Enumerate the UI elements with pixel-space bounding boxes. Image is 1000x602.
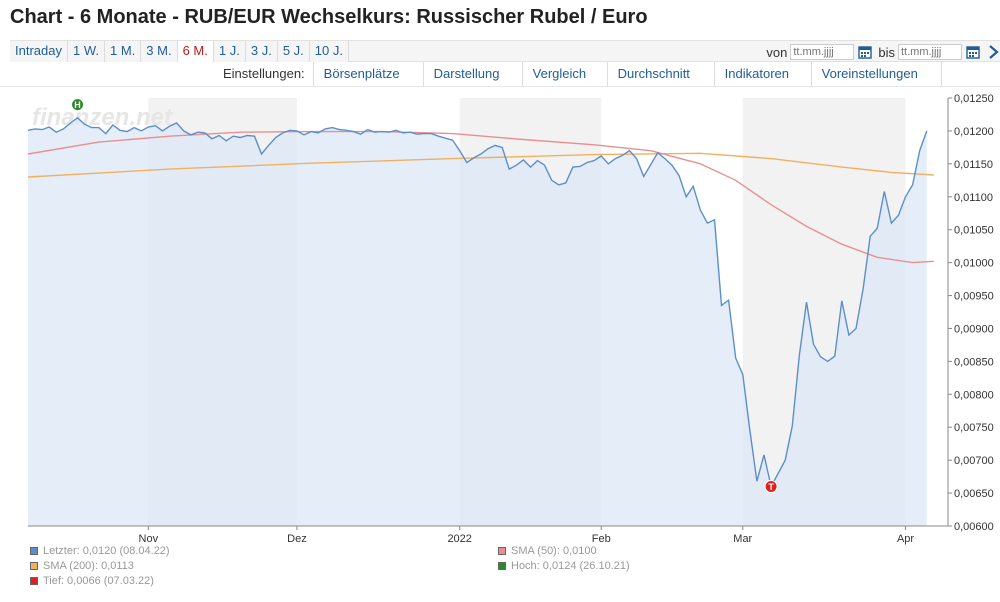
x-tick-label: Feb (592, 533, 611, 545)
chevron-right-icon[interactable] (986, 44, 1000, 60)
low-marker-label: T (768, 482, 774, 492)
settings-darstellung[interactable]: Darstellung (422, 62, 522, 86)
x-tick-label: Mar (733, 533, 752, 545)
calendar-icon[interactable] (966, 45, 980, 59)
legend-sma50: SMA (50): 0,0100 (498, 545, 597, 557)
y-tick-label: 0,01000 (954, 258, 994, 270)
price-line (27, 116, 928, 489)
from-label: von (766, 44, 788, 60)
tab-6-m[interactable]: 6 M. (177, 41, 214, 62)
legend-sma200: SMA (200): 0,0113 (30, 560, 134, 572)
x-tick-label: Dez (287, 533, 307, 545)
x-tick-label: Apr (897, 533, 914, 545)
high-marker (71, 98, 85, 112)
settings-vergleich[interactable]: Vergleich (521, 62, 607, 86)
y-tick-label: 0,01150 (954, 159, 993, 171)
high-marker-label: H (74, 100, 81, 110)
y-tick-label: 0,01250 (954, 93, 994, 105)
timeframe-tabs: Intraday 1 W. 1 M. 3 M. 6 M. 1 J. 3 J. 5 J. 10 J… (10, 41, 349, 63)
y-tick-label: 0,00600 (954, 521, 994, 533)
y-tick-label: 0,00650 (954, 488, 994, 500)
calendar-icon[interactable] (858, 45, 873, 59)
legend-swatch (30, 547, 38, 555)
price-area (28, 117, 927, 527)
y-tick-label: 0,01200 (954, 126, 994, 138)
from-date-input[interactable] (790, 44, 855, 60)
to-label: bis (878, 44, 895, 60)
tab-1-m[interactable]: 1 M. (105, 41, 142, 62)
y-tick-label: 0,01050 (954, 225, 994, 237)
y-tick-label: 0,00900 (954, 323, 994, 335)
legend-low: Tief: 0,0066 (07.03.22) (30, 575, 154, 587)
settings-durchschnitt[interactable]: Durchschnitt (606, 62, 714, 86)
settings-bar: Einstellungen: Börsenplätze Darstellung … (215, 62, 942, 86)
tab-1-w[interactable]: 1 W. (67, 41, 105, 62)
tab-5-j[interactable]: 5 J. (277, 41, 310, 62)
legend-swatch (30, 562, 38, 570)
timeframe-toolbar: Intraday 1 W. 1 M. 3 M. 6 M. 1 J. 3 J. 5 J. 10 J… (10, 40, 1000, 62)
legend-high-label: Hoch: 0,0124 (26.10.21) (511, 560, 630, 572)
y-tick-label: 0,00950 (954, 291, 994, 303)
legend-low-label: Tief: 0,0066 (07.03.22) (43, 575, 154, 587)
tab-10-j[interactable]: 10 J. (309, 41, 349, 62)
legend-sma50-label: SMA (50): 0,0100 (511, 545, 597, 557)
tab-1-j[interactable]: 1 J. (213, 41, 246, 62)
settings-voreinstellungen[interactable]: Voreinstellungen (810, 62, 942, 86)
legend-last: Letzter: 0,0120 (08.04.22) (30, 545, 170, 557)
date-range: von bis (760, 41, 1000, 63)
y-tick-label: 0,00850 (954, 356, 994, 368)
page-title: Chart - 6 Monate - RUB/EUR Wechselkurs: … (10, 6, 648, 28)
x-tick-label: 2022 (447, 533, 471, 545)
y-tick-label: 0,01100 (954, 192, 993, 204)
tab-3-m[interactable]: 3 M. (141, 41, 178, 62)
y-tick-label: 0,00800 (954, 389, 994, 401)
legend-last-label: Letzter: 0,0120 (08.04.22) (43, 545, 170, 557)
settings-indikatoren[interactable]: Indikatoren (713, 62, 811, 86)
legend-sma200-label: SMA (200): 0,0113 (43, 560, 134, 572)
legend-swatch (498, 547, 506, 555)
chart-area: finanzen.net 0,01250 0,01200 0,01150 0,01100… (0, 86, 1000, 596)
settings-boersenplaetze[interactable]: Börsenplätze (312, 62, 423, 86)
legend-high: Hoch: 0,0124 (26.10.21) (498, 560, 630, 572)
tab-intraday[interactable]: Intraday (10, 41, 68, 62)
sma200-line (27, 152, 934, 178)
low-marker (764, 479, 778, 493)
x-tick-label: Nov (139, 533, 159, 545)
legend-swatch (498, 562, 506, 570)
price-chart: finanzen.net0,012500,012000,011500,01100… (27, 93, 994, 545)
sma50-line (27, 130, 934, 264)
tab-3-j[interactable]: 3 J. (245, 41, 278, 62)
y-tick-label: 0,00700 (954, 455, 994, 467)
y-tick-label: 0,00750 (954, 422, 994, 434)
to-date-input[interactable] (898, 44, 962, 60)
legend-swatch (30, 577, 38, 585)
settings-label: Einstellungen: (223, 66, 305, 81)
